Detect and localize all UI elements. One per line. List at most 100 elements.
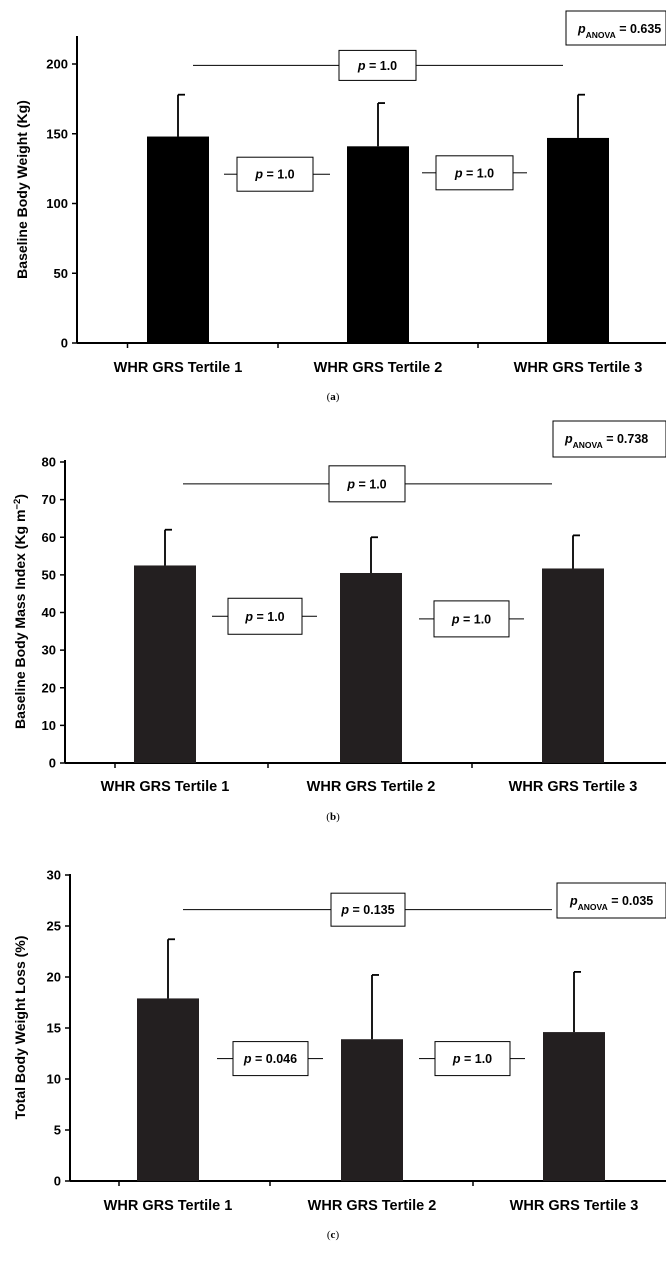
x-tick-label: WHR GRS Tertile 2 [314, 360, 443, 376]
panel-caption: (c) [327, 1229, 340, 1241]
p-symbol: p [346, 477, 355, 491]
p-value-box [232, 1041, 309, 1077]
y-axis-label-text: Total Body Weight Loss (%) [12, 936, 28, 1120]
anova-label: pANOVA = 0.035 [569, 894, 653, 912]
y-tick-label: 80 [42, 455, 56, 470]
caption-open: ( [327, 391, 331, 403]
bar [341, 1039, 403, 1181]
x-tick-label: WHR GRS Tertile 1 [114, 360, 243, 376]
bar [542, 568, 604, 763]
y-tick-label: 40 [42, 605, 56, 620]
y-axis-label-text: Baseline Body Mass Index (Kg m [12, 510, 28, 729]
p-value-label: p = 0.135 [340, 903, 394, 917]
p-value-text: = 1.0 [263, 168, 295, 182]
y-tick-label: 150 [46, 126, 68, 141]
caption-close: ) [336, 811, 340, 823]
y-tick-label: 0 [61, 336, 68, 351]
p-value-box [330, 892, 406, 927]
panel-caption: (a) [327, 391, 340, 403]
anova-value: = 0.738 [603, 432, 649, 446]
y-tick-label: 20 [47, 970, 61, 985]
caption-letter: c [331, 1229, 336, 1241]
p-value-label: p = 0.046 [243, 1052, 297, 1066]
y-tick-label: 5 [54, 1123, 61, 1138]
anova-p-symbol: p [564, 432, 573, 446]
y-tick-label: 0 [54, 1174, 61, 1189]
p-value-box [236, 156, 314, 192]
p-value-label: p = 1.0 [244, 610, 284, 624]
p-value-text: = 1.0 [461, 1052, 493, 1066]
bar [347, 146, 409, 343]
x-tick-label: WHR GRS Tertile 1 [101, 779, 230, 795]
p-value-label: p = 1.0 [454, 166, 494, 180]
caption-open: ( [327, 1229, 331, 1241]
p-value-box [433, 600, 510, 638]
anova-label: pANOVA = 0.738 [564, 432, 648, 450]
p-symbol: p [254, 168, 263, 182]
p-value-label: p = 1.0 [254, 168, 294, 182]
p-value-label: p = 1.0 [346, 477, 386, 491]
p-symbol: p [451, 612, 460, 626]
p-value-box [434, 1041, 511, 1077]
anova-box [556, 882, 666, 919]
p-value-label: p = 1.0 [451, 612, 491, 626]
bar [547, 137, 609, 343]
y-tick-label: 200 [46, 57, 68, 72]
anova-box [552, 420, 666, 458]
caption-open: ( [326, 811, 330, 823]
y-tick-label: 15 [47, 1021, 61, 1036]
y-axis-label: Baseline Body Weight (Kg) [14, 100, 30, 279]
anova-value: = 0.635 [616, 22, 662, 36]
x-tick-label: WHR GRS Tertile 3 [510, 1198, 639, 1214]
anova-subscript: ANOVA [573, 440, 603, 450]
bar [147, 136, 209, 343]
p-symbol: p [340, 903, 349, 917]
y-tick-label: 60 [42, 530, 56, 545]
y-tick-label: 100 [46, 196, 68, 211]
p-symbol: p [357, 59, 366, 73]
y-tick-label: 20 [42, 680, 56, 695]
anova-subscript: ANOVA [578, 902, 608, 912]
caption-letter: a [330, 391, 336, 403]
p-symbol: p [454, 166, 463, 180]
bar [137, 998, 199, 1181]
y-axis-label: Baseline Body Mass Index (Kg m−2) [12, 494, 29, 729]
p-value-text: = 0.046 [252, 1052, 298, 1066]
anova-label: pANOVA = 0.635 [577, 22, 661, 40]
p-symbol: p [244, 610, 253, 624]
anova-subscript: ANOVA [586, 30, 616, 40]
x-tick-label: WHR GRS Tertile 2 [308, 1198, 437, 1214]
p-value-text: = 1.0 [253, 610, 285, 624]
y-tick-label: 50 [42, 567, 56, 582]
y-axis-label: Total Body Weight Loss (%) [12, 936, 28, 1120]
y-axis-label-superscript: −2 [12, 499, 23, 510]
p-value-label: p = 1.0 [357, 59, 397, 73]
y-tick-label: 30 [42, 643, 56, 658]
p-value-box [328, 465, 406, 503]
anova-p-symbol: p [569, 894, 578, 908]
x-tick-label: WHR GRS Tertile 3 [509, 779, 638, 795]
x-tick-label: WHR GRS Tertile 3 [514, 360, 643, 376]
y-tick-label: 70 [42, 492, 56, 507]
p-symbol: p [452, 1052, 461, 1066]
bar [134, 565, 196, 763]
x-tick-label: WHR GRS Tertile 2 [307, 779, 436, 795]
caption-close: ) [336, 391, 340, 403]
p-value-label: p = 1.0 [452, 1052, 492, 1066]
p-value-box [227, 597, 303, 635]
y-tick-label: 0 [49, 756, 56, 771]
anova-p-symbol: p [577, 22, 586, 36]
caption-close: ) [335, 1229, 339, 1241]
x-tick-label: WHR GRS Tertile 1 [104, 1198, 233, 1214]
y-tick-label: 10 [42, 718, 56, 733]
y-axis-label-close: ) [12, 494, 28, 499]
p-value-text: = 1.0 [366, 59, 398, 73]
p-value-text: = 0.135 [349, 903, 395, 917]
y-tick-label: 50 [54, 266, 68, 281]
p-symbol: p [243, 1052, 252, 1066]
bar [543, 1032, 605, 1181]
anova-box [565, 10, 666, 46]
y-axis-label-text: Baseline Body Weight (Kg) [14, 100, 30, 279]
y-tick-label: 30 [47, 868, 61, 883]
